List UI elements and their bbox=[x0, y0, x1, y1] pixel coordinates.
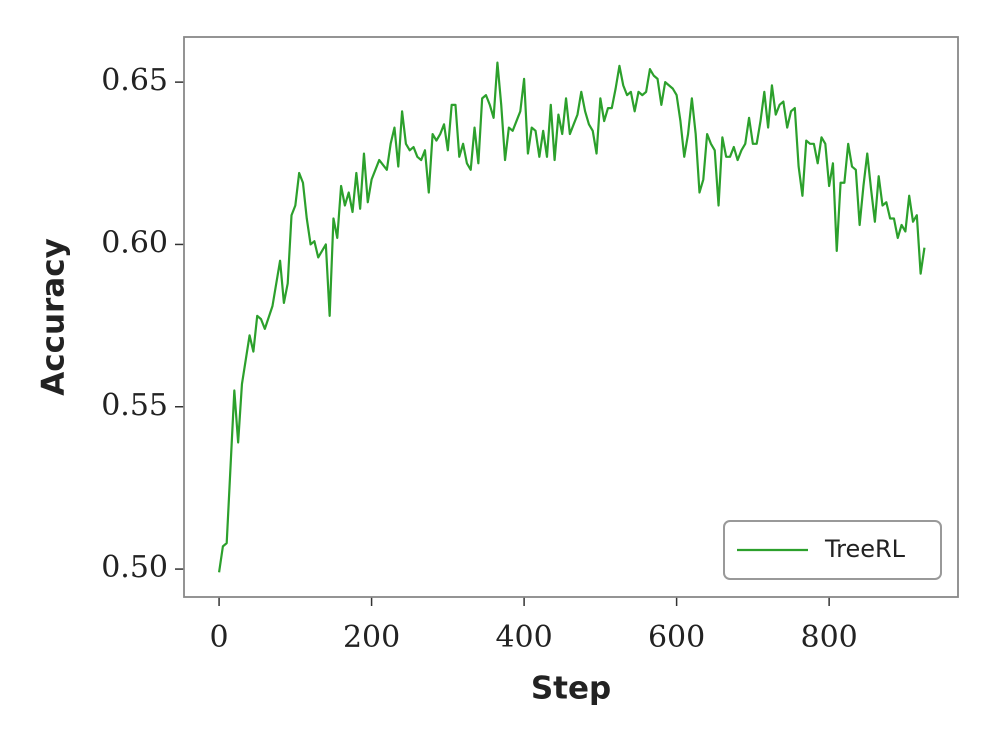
y-tick-label: 0.55 bbox=[101, 388, 168, 423]
x-axis-label: Step bbox=[531, 671, 611, 707]
x-tick-label: 400 bbox=[495, 620, 552, 655]
x-tick-label: 600 bbox=[648, 620, 705, 655]
y-tick-label: 0.60 bbox=[101, 225, 168, 260]
plot-frame bbox=[183, 36, 959, 598]
legend-label: TreeRL bbox=[824, 535, 906, 563]
x-tick-label: 0 bbox=[210, 620, 229, 655]
x-tick-label: 800 bbox=[800, 620, 857, 655]
y-tick-label: 0.65 bbox=[101, 63, 168, 98]
y-axis-label: Accuracy bbox=[36, 238, 72, 396]
y-tick-label: 0.50 bbox=[101, 550, 168, 585]
legend-box bbox=[723, 520, 942, 580]
x-tick-label: 200 bbox=[343, 620, 400, 655]
line-series bbox=[217, 61, 926, 573]
